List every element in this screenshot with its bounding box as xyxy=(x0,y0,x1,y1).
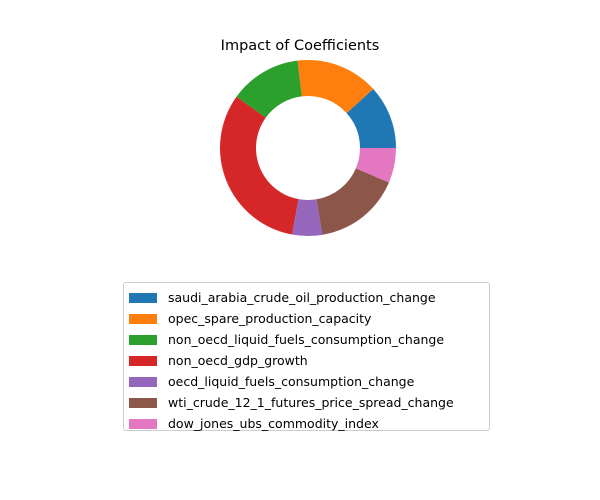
donut-slice-5 xyxy=(316,168,389,234)
legend-swatch xyxy=(129,293,157,303)
legend-swatch xyxy=(129,314,157,324)
legend-item: wti_crude_12_1_futures_price_spread_chan… xyxy=(124,392,489,413)
legend-swatch xyxy=(129,335,157,345)
legend-swatch xyxy=(129,356,157,366)
legend-item: saudi_arabia_crude_oil_production_change xyxy=(124,287,489,308)
donut-slice-3 xyxy=(220,97,299,235)
legend-item: non_oecd_gdp_growth xyxy=(124,350,489,371)
legend-label: oecd_liquid_fuels_consumption_change xyxy=(168,374,414,389)
legend: saudi_arabia_crude_oil_production_change… xyxy=(123,282,490,431)
legend-label: opec_spare_production_capacity xyxy=(168,311,371,326)
legend-swatch xyxy=(129,377,157,387)
legend-item: opec_spare_production_capacity xyxy=(124,308,489,329)
legend-label: wti_crude_12_1_futures_price_spread_chan… xyxy=(168,395,454,410)
legend-label: non_oecd_liquid_fuels_consumption_change xyxy=(168,332,444,347)
legend-item: oecd_liquid_fuels_consumption_change xyxy=(124,371,489,392)
legend-swatch xyxy=(129,419,157,429)
legend-label: non_oecd_gdp_growth xyxy=(168,353,308,368)
legend-label: dow_jones_ubs_commodity_index xyxy=(168,416,379,431)
legend-item: dow_jones_ubs_commodity_index xyxy=(124,413,489,434)
legend-label: saudi_arabia_crude_oil_production_change xyxy=(168,290,436,305)
legend-swatch xyxy=(129,398,157,408)
legend-item: non_oecd_liquid_fuels_consumption_change xyxy=(124,329,489,350)
